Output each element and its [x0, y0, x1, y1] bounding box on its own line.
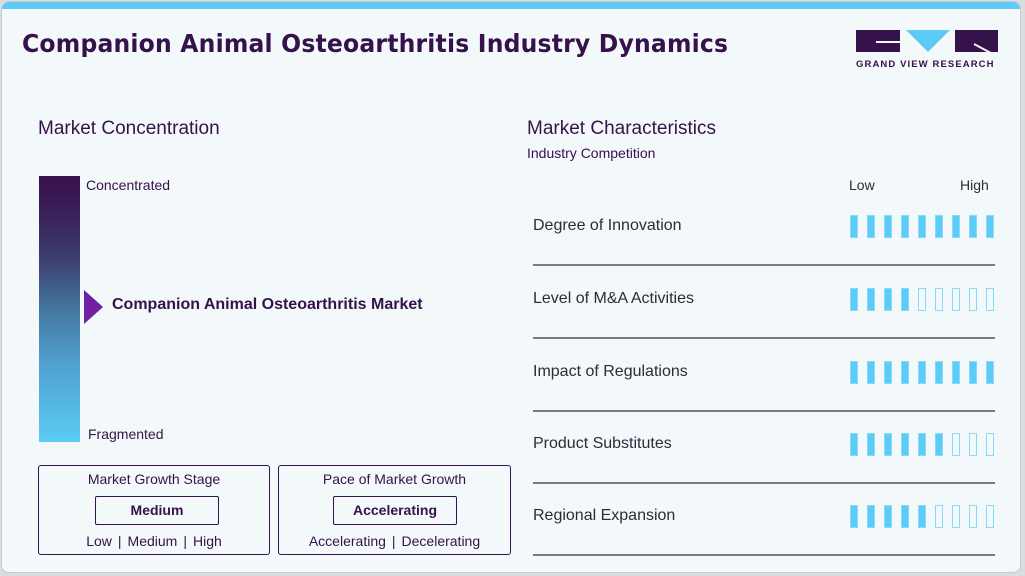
rating-bar-filled: [918, 433, 926, 456]
rating-bar-filled: [884, 505, 892, 528]
rating-bar-empty: [918, 288, 926, 311]
rating-bars: [850, 433, 996, 456]
rating-bar-empty: [969, 505, 977, 528]
rating-bar-filled: [867, 361, 875, 384]
rating-bar-filled: [850, 505, 858, 528]
rating-bar-filled: [867, 288, 875, 311]
rating-bar-filled: [986, 215, 994, 238]
rating-bar-filled: [850, 433, 858, 456]
rating-bar-filled: [901, 505, 909, 528]
characteristic-label: Regional Expansion: [533, 507, 676, 524]
rating-bar-filled: [918, 361, 926, 384]
rating-bar-filled: [867, 505, 875, 528]
rating-bar-filled: [952, 215, 960, 238]
rating-bar-empty: [952, 433, 960, 456]
rating-bar-filled: [850, 288, 858, 311]
logo-r-block-icon: [955, 30, 998, 52]
rating-bar-filled: [850, 361, 858, 384]
growth-pace-value: Accelerating: [333, 496, 457, 525]
growth-pace-title: Pace of Market Growth: [322, 471, 467, 487]
fragmented-label: Fragmented: [88, 426, 164, 442]
growth-pace-options: Accelerating | Decelerating: [308, 533, 481, 549]
logo-text: GRAND VIEW RESEARCH: [856, 59, 995, 70]
rating-bar-filled: [884, 433, 892, 456]
growth-stage-title: Market Growth Stage: [87, 471, 221, 487]
rating-bar-empty: [935, 288, 943, 311]
rating-bar-filled: [884, 215, 892, 238]
rating-bar-filled: [901, 361, 909, 384]
rating-bar-filled: [901, 433, 909, 456]
rating-bar-filled: [986, 361, 994, 384]
rating-bar-filled: [935, 433, 943, 456]
rating-bar-filled: [901, 215, 909, 238]
rating-bar-empty: [952, 505, 960, 528]
page-title: Companion Animal Osteoarthritis Industry…: [22, 29, 729, 58]
rating-bar-empty: [969, 433, 977, 456]
row-divider: [533, 410, 995, 412]
rating-bar-filled: [867, 433, 875, 456]
option-decelerating: Decelerating: [401, 533, 481, 549]
characteristic-label: Degree of Innovation: [533, 217, 682, 234]
rating-bars: [850, 505, 996, 528]
rating-bars: [850, 288, 996, 311]
rating-bar-filled: [884, 288, 892, 311]
rating-bar-filled: [952, 361, 960, 384]
scale-high-label: High: [960, 177, 989, 193]
pace-of-market-growth-box: Pace of Market Growth Accelerating Accel…: [278, 465, 511, 555]
rating-bar-filled: [935, 215, 943, 238]
growth-stage-value: Medium: [95, 496, 219, 525]
market-position-marker-icon: [84, 290, 103, 324]
row-divider: [533, 482, 995, 484]
scale-low-label: Low: [849, 177, 875, 193]
top-accent-bar: [2, 2, 1020, 9]
characteristic-label: Product Substitutes: [533, 435, 672, 452]
option-medium: Medium: [127, 533, 178, 549]
option-low: Low: [86, 533, 112, 549]
concentration-gradient-bar: [39, 176, 80, 442]
market-characteristics-title: Market Characteristics: [527, 118, 716, 139]
rating-bar-filled: [969, 361, 977, 384]
row-divider: [533, 337, 995, 339]
rating-bars: [850, 361, 996, 384]
rating-bar-filled: [935, 361, 943, 384]
industry-competition-subtitle: Industry Competition: [527, 145, 656, 161]
rating-bar-empty: [935, 505, 943, 528]
option-high: High: [192, 533, 222, 549]
rating-bar-filled: [918, 215, 926, 238]
rating-bars: [850, 215, 996, 238]
logo-g-notch: [876, 41, 900, 43]
market-concentration-title: Market Concentration: [38, 118, 220, 139]
rating-bar-filled: [850, 215, 858, 238]
rating-bar-empty: [986, 505, 994, 528]
rating-bar-empty: [952, 288, 960, 311]
rating-bar-empty: [986, 288, 994, 311]
characteristic-label: Impact of Regulations: [533, 363, 688, 380]
rating-bar-empty: [986, 433, 994, 456]
logo-v-triangle-icon: [906, 30, 950, 52]
row-divider: [533, 264, 995, 266]
option-accelerating: Accelerating: [308, 533, 386, 549]
row-divider: [533, 554, 995, 556]
rating-bar-empty: [969, 288, 977, 311]
rating-bar-filled: [867, 215, 875, 238]
market-position-label: Companion Animal Osteoarthritis Market: [112, 296, 423, 313]
rating-bar-filled: [918, 505, 926, 528]
rating-bar-filled: [901, 288, 909, 311]
grand-view-research-logo: GRAND VIEW RESEARCH: [856, 30, 999, 72]
rating-bar-filled: [969, 215, 977, 238]
growth-stage-options: Low | Medium | High: [86, 533, 222, 549]
concentrated-label: Concentrated: [86, 177, 171, 193]
rating-bar-filled: [884, 361, 892, 384]
market-growth-stage-box: Market Growth Stage Medium Low | Medium | Hi…: [38, 465, 270, 555]
characteristic-label: Level of M&A Activities: [533, 290, 694, 307]
